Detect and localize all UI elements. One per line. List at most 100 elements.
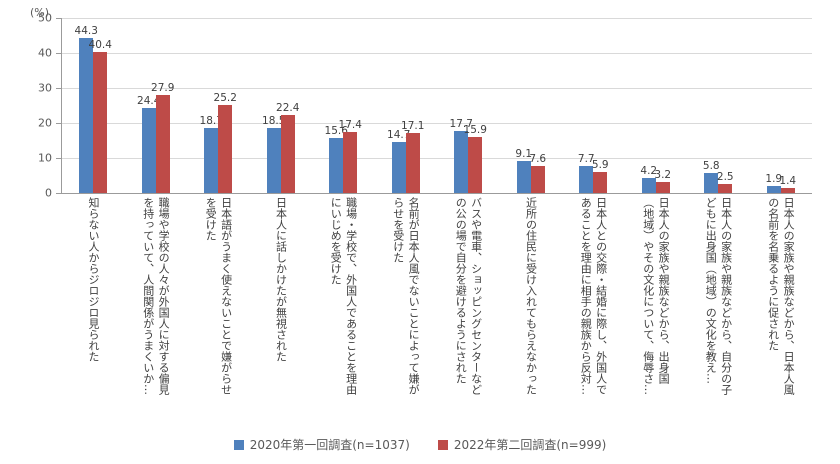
bar-value-label: 7.6 xyxy=(529,153,547,166)
y-tick-mark xyxy=(56,88,61,89)
legend: 2020年第一回調査(n=1037) 2022年第二回調査(n=999) xyxy=(0,436,840,453)
legend-label: 2020年第一回調査(n=1037) xyxy=(249,438,410,452)
x-category-label-text: 知らない人からジロジロ見られた xyxy=(86,197,100,362)
y-tick-mark xyxy=(56,53,61,54)
plot-area: 44.3 24.4 18.7 18.5 15.6 14.7 17.7 9.1 7.7 4.2 5.8… xyxy=(62,18,812,194)
bar-value-label: 4.2 xyxy=(640,165,658,178)
x-category-label-text: 職場・学校で、外国人であることを理由にいじめを受けた xyxy=(329,197,358,395)
x-category-label-6: 名前が日本人風でないことによって嫌がらせを受けた xyxy=(375,197,438,399)
x-category-label-5: 職場・学校で、外国人であることを理由にいじめを受けた xyxy=(312,197,375,399)
legend-item-1: 2020年第一回調査(n=1037) xyxy=(233,436,410,453)
bar-value-label: 15.9 xyxy=(463,124,487,137)
x-category-label-11: 日本人の家族や親族などから、自分の子どもに出身国（地域）の文化を教え… xyxy=(687,197,750,399)
bar-series2-cat11 xyxy=(718,184,733,193)
x-category-label-text: 職場や学校の人々が外国人に対する偏見を持っていて、人間関係がうまくいか… xyxy=(141,197,171,395)
bar-value-label: 18.7 xyxy=(199,114,223,127)
y-tick-label: 40 xyxy=(38,46,52,60)
bar-series1-cat9 xyxy=(579,166,594,193)
bar-series2-cat12 xyxy=(780,188,795,193)
bar-series2-cat1 xyxy=(93,51,108,193)
gridline xyxy=(62,123,812,124)
x-category-label-10: 日本人の家族や親族などから、出身国（地域）やその文化について、侮辱さ… xyxy=(625,197,688,399)
x-category-label-text: 日本人の家族や親族などから、出身国（地域）やその文化について、侮辱さ… xyxy=(641,197,671,395)
bar-value-label: 1.9 xyxy=(765,173,783,186)
bar-series1-cat4 xyxy=(266,128,281,193)
bar-series2-cat9 xyxy=(593,172,608,193)
bar-series2-cat5 xyxy=(343,132,358,193)
y-tick-mark xyxy=(56,123,61,124)
x-category-label-text: 日本人に話しかけたが無視された xyxy=(274,197,288,362)
bar-value-label: 18.5 xyxy=(262,115,286,128)
bar-value-label: 1.4 xyxy=(779,175,797,188)
y-tick-mark xyxy=(56,158,61,159)
gridline xyxy=(62,158,812,159)
gridline xyxy=(62,53,812,54)
bar-value-label: 44.3 xyxy=(74,24,98,37)
y-axis-line xyxy=(61,18,62,194)
x-category-label-4: 日本人に話しかけたが無視された xyxy=(250,197,313,399)
bar-value-label: 24.4 xyxy=(137,94,161,107)
legend-item-2: 2022年第二回調査(n=999) xyxy=(437,436,607,453)
gridline xyxy=(62,88,812,89)
bar-series2-cat10 xyxy=(655,181,670,193)
legend-swatch-icon xyxy=(437,439,448,450)
bar-value-label: 15.6 xyxy=(324,125,348,138)
bar-series1-cat3 xyxy=(204,127,219,193)
bar-series1-cat2 xyxy=(141,107,156,193)
bar-series1-cat11 xyxy=(704,172,719,193)
bar-value-label: 40.4 xyxy=(88,38,112,51)
x-category-label-text: 近所の住民に受け入れてもらえなかった xyxy=(524,197,538,395)
bar-series2-cat2 xyxy=(155,95,170,193)
bar-series1-cat10 xyxy=(641,178,656,193)
y-axis-unit-label: (%) xyxy=(30,6,50,19)
legend-swatch-icon xyxy=(233,439,244,450)
legend-label: 2022年第二回調査(n=999) xyxy=(453,438,607,452)
bar-value-label: 17.1 xyxy=(401,120,425,133)
bar-value-label: 27.9 xyxy=(151,82,175,95)
x-category-label-text: 日本人の家族や親族などから、日本人風の名前を名乗るように促された xyxy=(766,197,796,395)
x-category-label-3: 日本語がうまく使えないことで嫌がらせを受けた xyxy=(187,197,250,399)
x-category-label-text: バスや電車、ショッピングセンターなどの公の場で自分を避けるようにされた xyxy=(454,197,483,395)
bar-value-label: 5.9 xyxy=(591,159,609,172)
bar-value-label: 22.4 xyxy=(276,101,300,114)
bar-series2-cat4 xyxy=(280,114,295,193)
bar-value-label: 9.1 xyxy=(515,148,533,161)
bar-value-label: 5.8 xyxy=(702,159,720,172)
x-category-label-1: 知らない人からジロジロ見られた xyxy=(62,197,125,399)
gridline xyxy=(62,18,812,19)
bar-series2-cat3 xyxy=(218,104,233,193)
bar-series1-cat7 xyxy=(454,131,469,193)
bar-series1-cat5 xyxy=(329,138,344,193)
y-tick-label: 0 xyxy=(45,186,52,200)
bar-series1-cat8 xyxy=(516,161,531,193)
x-category-label-8: 近所の住民に受け入れてもらえなかった xyxy=(500,197,563,399)
bar-series2-cat8 xyxy=(530,166,545,193)
bar-series1-cat12 xyxy=(766,186,781,193)
x-category-label-12: 日本人の家族や親族などから、日本人風の名前を名乗るように促された xyxy=(750,197,813,399)
x-category-label-text: 日本語がうまく使えないことで嫌がらせを受けた xyxy=(204,197,233,395)
y-tick-mark xyxy=(56,18,61,19)
x-axis-line xyxy=(62,193,812,194)
y-tick-label: 20 xyxy=(38,116,52,130)
bar-value-label: 2.5 xyxy=(716,171,734,184)
x-category-label-2: 職場や学校の人々が外国人に対する偏見を持っていて、人間関係がうまくいか… xyxy=(125,197,188,399)
x-category-label-text: 名前が日本人風でないことによって嫌がらせを受けた xyxy=(391,197,421,395)
bar-value-label: 25.2 xyxy=(213,91,237,104)
y-tick-label: 50 xyxy=(38,11,52,25)
bar-value-label: 17.4 xyxy=(338,119,362,132)
x-category-label-9: 日本人との交際・結婚に際し、外国人であることを理由に相手の親族から反対… xyxy=(562,197,625,399)
x-category-label-text: 日本人の家族や親族などから、自分の子どもに出身国（地域）の文化を教え… xyxy=(704,197,733,395)
bar-series1-cat1 xyxy=(79,37,94,193)
bar-value-label: 7.7 xyxy=(577,153,595,166)
bar-series1-cat6 xyxy=(391,141,406,193)
y-tick-label: 30 xyxy=(38,81,52,95)
bar-series2-cat6 xyxy=(405,133,420,193)
x-axis-labels: 知らない人からジロジロ見られた 職場や学校の人々が外国人に対する偏見を持っていて、… xyxy=(62,197,812,399)
bar-series2-cat7 xyxy=(468,137,483,193)
y-tick-mark xyxy=(56,193,61,194)
bar-value-label: 17.7 xyxy=(449,118,473,131)
bar-value-label: 14.7 xyxy=(387,128,411,141)
y-tick-label: 10 xyxy=(38,151,52,165)
x-category-label-text: 日本人との交際・結婚に際し、外国人であることを理由に相手の親族から反対… xyxy=(579,197,608,395)
